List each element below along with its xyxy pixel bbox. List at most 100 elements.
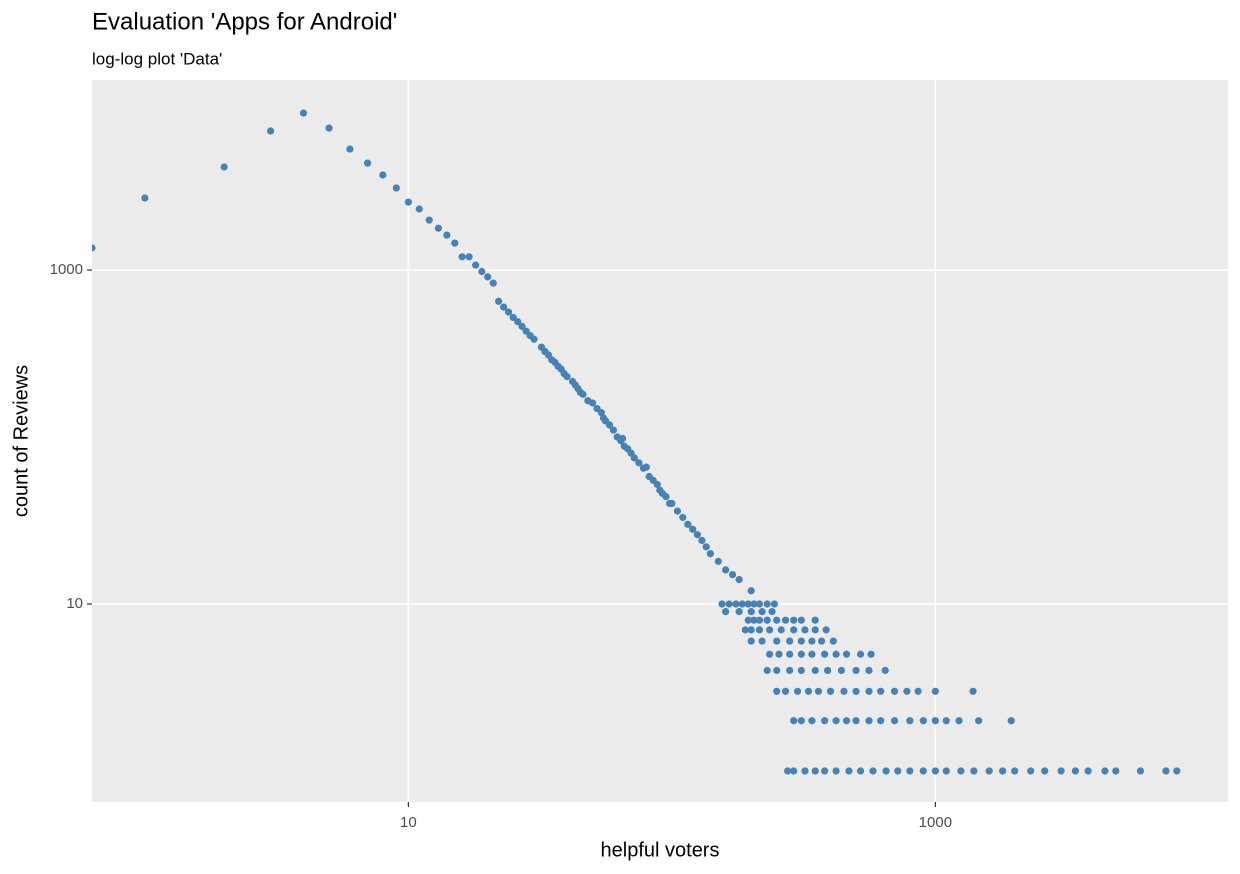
- point: [906, 767, 914, 775]
- point: [832, 650, 840, 658]
- point: [735, 608, 743, 616]
- point: [790, 767, 798, 775]
- point: [801, 767, 809, 775]
- point: [817, 637, 826, 645]
- point: [747, 587, 755, 595]
- point: [890, 687, 899, 695]
- point: [824, 666, 832, 675]
- point: [722, 566, 730, 574]
- point: [773, 616, 781, 624]
- point: [722, 608, 730, 616]
- point: [808, 637, 816, 645]
- point: [773, 687, 781, 695]
- point: [755, 616, 764, 624]
- point: [881, 666, 889, 675]
- point: [894, 767, 902, 775]
- point: [931, 687, 939, 695]
- plot-panel: [92, 80, 1228, 802]
- point: [1007, 717, 1015, 725]
- point: [425, 216, 433, 224]
- point: [931, 717, 939, 725]
- point: [504, 308, 513, 316]
- point: [741, 626, 749, 634]
- point: [689, 525, 697, 533]
- point: [777, 626, 785, 634]
- point: [763, 616, 771, 624]
- point: [837, 666, 846, 675]
- point: [514, 318, 522, 326]
- point: [969, 687, 977, 695]
- point: [732, 600, 740, 608]
- point: [141, 194, 149, 202]
- chart-title: Evaluation 'Apps for Android': [92, 8, 397, 35]
- point: [826, 687, 835, 695]
- point: [856, 767, 865, 775]
- point: [773, 637, 781, 645]
- point: [869, 767, 877, 775]
- point: [814, 687, 823, 695]
- point: [793, 687, 802, 695]
- y-tick-label: 10: [66, 595, 83, 612]
- point: [763, 600, 771, 608]
- y-tick-label: 1000: [50, 261, 83, 278]
- point: [781, 616, 790, 624]
- point: [877, 687, 885, 695]
- point: [662, 492, 670, 501]
- point: [472, 261, 480, 269]
- point: [747, 626, 755, 634]
- point: [804, 687, 813, 695]
- point: [758, 608, 766, 616]
- point: [653, 480, 661, 489]
- point: [744, 600, 752, 608]
- point: [673, 507, 682, 515]
- point: [579, 390, 587, 398]
- x-tick-label: 1000: [919, 814, 952, 831]
- point: [725, 600, 733, 608]
- point: [808, 717, 816, 725]
- points: [92, 109, 1181, 775]
- point: [867, 650, 875, 658]
- point: [890, 717, 899, 725]
- point: [882, 767, 890, 775]
- point: [747, 608, 755, 616]
- point: [797, 637, 805, 645]
- point: [766, 650, 774, 658]
- point: [811, 626, 819, 634]
- point: [957, 767, 965, 775]
- point: [797, 717, 805, 725]
- point: [842, 717, 851, 725]
- point: [1057, 767, 1065, 775]
- point: [845, 767, 853, 775]
- point: [758, 637, 766, 645]
- point: [942, 767, 950, 775]
- point: [784, 767, 792, 775]
- point: [706, 550, 714, 558]
- point: [605, 421, 614, 429]
- point: [840, 687, 848, 695]
- point: [642, 463, 650, 471]
- point: [728, 570, 737, 579]
- point: [679, 513, 687, 522]
- point: [931, 767, 939, 775]
- point: [790, 616, 798, 624]
- point: [999, 767, 1007, 775]
- point: [755, 600, 764, 608]
- point: [877, 717, 885, 725]
- point: [379, 171, 387, 179]
- point: [635, 459, 643, 467]
- point: [747, 637, 755, 645]
- point: [822, 626, 830, 634]
- point: [744, 616, 752, 624]
- point: [346, 145, 354, 153]
- point: [970, 767, 978, 775]
- point: [829, 637, 837, 645]
- point: [773, 666, 781, 675]
- point: [797, 666, 805, 675]
- point: [1084, 767, 1092, 775]
- point: [404, 198, 412, 206]
- point: [363, 159, 372, 167]
- point: [786, 637, 794, 645]
- point: [801, 626, 809, 634]
- point: [530, 335, 538, 343]
